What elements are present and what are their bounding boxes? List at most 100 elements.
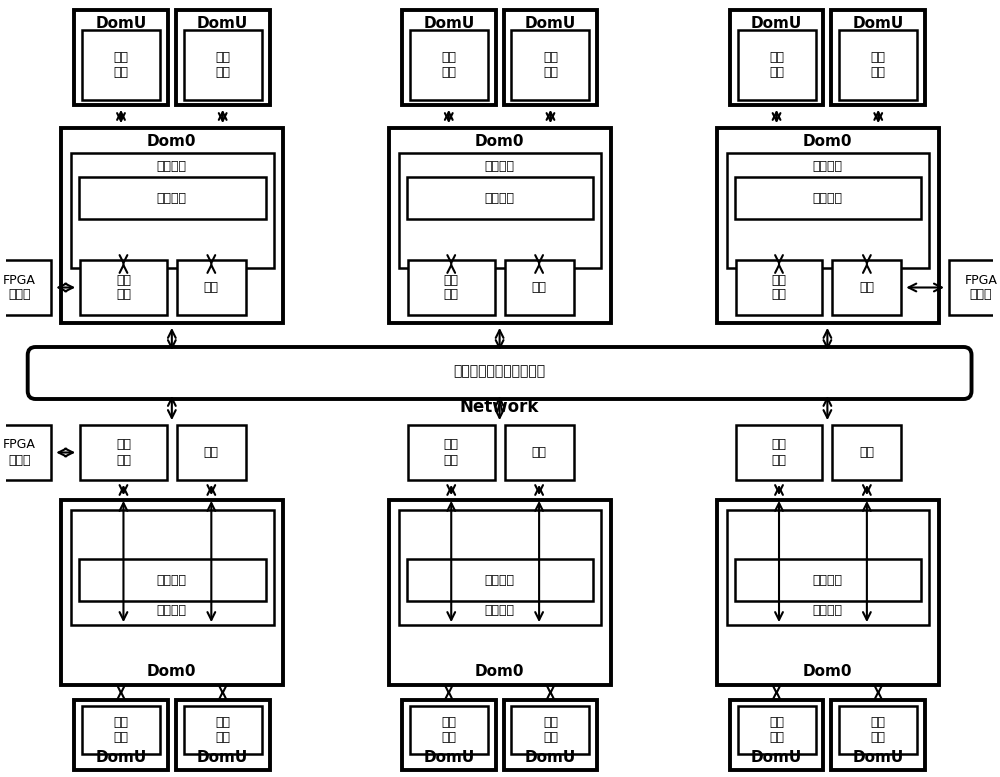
Text: DomU: DomU [525,16,576,32]
Bar [0,425,51,480]
Text: DomU: DomU [853,751,904,765]
Bar [389,128,611,323]
Text: Dom0: Dom0 [803,134,852,149]
Bar [511,706,589,754]
Bar [184,706,262,754]
Text: 前端
驱动: 前端 驱动 [215,51,230,79]
Bar [735,177,921,219]
Bar [736,425,822,480]
Bar [504,10,597,105]
Bar [71,510,274,625]
Text: Dom0: Dom0 [147,134,197,149]
Text: 前端
驱动: 前端 驱动 [543,716,558,744]
Text: 任务队列: 任务队列 [812,191,842,204]
Bar [74,700,168,770]
Bar [410,30,488,100]
Bar [832,425,901,480]
Text: 后端驱动: 后端驱动 [812,605,842,618]
Text: 设备
驱动: 设备 驱动 [772,438,787,466]
Text: Dom0: Dom0 [475,134,524,149]
Bar [727,153,929,268]
Text: FPGA
加速器: FPGA 加速器 [3,438,36,466]
Bar [184,30,262,100]
Bar [402,700,496,770]
Text: Network: Network [460,398,539,416]
Bar [738,706,816,754]
Text: 前端
驱动: 前端 驱动 [441,51,456,79]
Bar [736,260,822,315]
Text: 任务传输、集群通信协议: 任务传输、集群通信协议 [454,364,546,378]
Bar [511,30,589,100]
Text: 前端
驱动: 前端 驱动 [871,716,886,744]
Bar [79,177,266,219]
Bar [407,559,593,601]
Text: FPGA
加速器: FPGA 加速器 [964,274,997,301]
Text: DomU: DomU [525,751,576,765]
Text: DomU: DomU [853,16,904,32]
Text: 设备
驱动: 设备 驱动 [444,274,459,301]
Text: Dom0: Dom0 [803,664,852,678]
Text: 设备
驱动: 设备 驱动 [772,274,787,301]
Bar [839,706,917,754]
Bar [61,128,283,323]
Text: 设备
驱动: 设备 驱动 [444,438,459,466]
Bar [832,260,901,315]
Bar [399,153,601,268]
Bar [738,30,816,100]
Bar [80,260,167,315]
Text: DomU: DomU [95,16,147,32]
Bar [177,260,246,315]
Bar [61,500,283,685]
Text: DomU: DomU [197,751,248,765]
Text: DomU: DomU [751,751,802,765]
Bar [505,425,574,480]
Text: FPGA
加速器: FPGA 加速器 [3,274,36,301]
Text: 前端
驱动: 前端 驱动 [543,51,558,79]
Bar [831,700,925,770]
Text: DomU: DomU [197,16,248,32]
Text: 前端
驱动: 前端 驱动 [769,716,784,744]
Text: 后端驱动: 后端驱动 [157,161,187,173]
Text: 前端
驱动: 前端 驱动 [441,716,456,744]
Text: 网卡: 网卡 [532,446,547,459]
Text: DomU: DomU [751,16,802,32]
Bar [80,425,167,480]
Text: 前端
驱动: 前端 驱动 [215,716,230,744]
Bar [504,700,597,770]
Text: 任务队列: 任务队列 [157,191,187,204]
Text: DomU: DomU [423,16,474,32]
Text: 任务队列: 任务队列 [157,573,187,587]
Bar [82,30,160,100]
Text: 前端
驱动: 前端 驱动 [113,51,128,79]
Bar [176,10,270,105]
Text: 网卡: 网卡 [204,446,219,459]
Text: 前端
驱动: 前端 驱动 [769,51,784,79]
Text: 后端驱动: 后端驱动 [485,605,515,618]
Bar [408,425,495,480]
Text: 任务队列: 任务队列 [485,573,515,587]
Text: 任务队列: 任务队列 [812,573,842,587]
Bar [727,510,929,625]
Bar [0,260,51,315]
Bar [82,706,160,754]
Bar [408,260,495,315]
Text: 后端驱动: 后端驱动 [485,161,515,173]
Bar [410,706,488,754]
Bar [71,153,274,268]
Text: 前端
驱动: 前端 驱动 [113,716,128,744]
Bar [730,700,823,770]
Text: Dom0: Dom0 [475,664,524,678]
Text: 网卡: 网卡 [859,281,874,294]
Text: 后端驱动: 后端驱动 [812,161,842,173]
Text: 网卡: 网卡 [204,281,219,294]
Text: 任务队列: 任务队列 [485,191,515,204]
Text: 前端
驱动: 前端 驱动 [871,51,886,79]
Bar [176,700,270,770]
Bar [407,177,593,219]
Bar [505,260,574,315]
Bar [74,10,168,105]
Bar [177,425,246,480]
Text: Dom0: Dom0 [147,664,197,678]
Text: DomU: DomU [423,751,474,765]
Bar [839,30,917,100]
